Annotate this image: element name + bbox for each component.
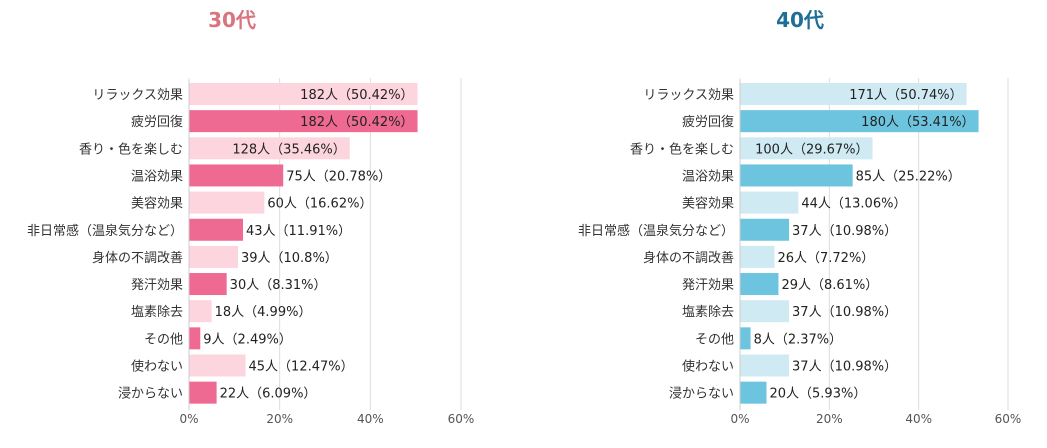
chart30-category-label-11: 浸からない	[118, 387, 183, 402]
chart40-bar-9	[740, 327, 751, 350]
chart30-bar-2	[189, 137, 350, 160]
chart40-category-label-5: 非日常感（温泉気分など）	[578, 223, 734, 239]
chart40-value-label-6: 26人（7.72%）	[777, 251, 874, 266]
chart40-bar-11	[740, 381, 767, 404]
chart30-tick-label-2: 40%	[357, 412, 384, 426]
chart30-bar-5	[189, 218, 243, 241]
chart30-value-label-3: 75人（20.78%）	[286, 169, 391, 184]
chart30-category-label-7: 発汗効果	[131, 278, 183, 293]
chart40-bar-8	[740, 300, 790, 323]
chart30-tick-label-1: 20%	[266, 412, 293, 426]
chart40-category-label-6: 身体の不調改善	[643, 250, 734, 266]
chart40-title: 40代	[776, 8, 824, 32]
chart40-category-label-9: その他	[695, 332, 734, 347]
chart40-category-label-1: 疲労回復	[682, 114, 734, 130]
chart40-bar-1	[740, 110, 979, 133]
chart40-bar-10	[740, 354, 790, 377]
chart30-bar-8	[189, 300, 212, 323]
chart30-tick-label-0: 0%	[179, 412, 198, 426]
chart40-value-label-4: 44人（13.06%）	[801, 197, 906, 212]
chart30-value-label-5: 43人（11.91%）	[246, 224, 351, 239]
chart40-value-label-1: 180人（53.41%）	[861, 115, 974, 130]
chart40-value-label-9: 8人（2.37%）	[754, 332, 843, 347]
chart40-category-label-10: 使わない	[682, 359, 734, 375]
chart40-bar-5	[740, 218, 790, 241]
chart40-bar-0	[740, 83, 967, 105]
chart30-value-label-2: 128人（35.46%）	[232, 142, 345, 157]
chart40-value-label-0: 171人（50.74%）	[849, 88, 962, 103]
chart30-category-label-1: 疲労回復	[131, 114, 183, 130]
chart30-category-label-10: 使わない	[131, 359, 183, 375]
chart30-value-label-7: 30人（8.31%）	[230, 278, 327, 293]
chart30-category-label-0: リラックス効果	[92, 88, 183, 103]
chart30-value-label-11: 22人（6.09%）	[220, 387, 317, 402]
chart40-category-label-0: リラックス効果	[643, 88, 734, 103]
chart40-value-label-11: 20人（5.93%）	[769, 387, 866, 402]
chart40-bar-6	[740, 245, 775, 268]
chart40-value-label-7: 29人（8.61%）	[781, 278, 878, 293]
chart40-value-label-3: 85人（25.22%）	[856, 169, 961, 184]
chart30-value-label-8: 18人（4.99%）	[215, 305, 312, 320]
chart30-bar-10	[189, 354, 246, 377]
chart30-category-label-5: 非日常感（温泉気分など）	[27, 223, 183, 239]
chart30-value-label-6: 39人（10.8%）	[241, 251, 338, 266]
chart30-title: 30代	[208, 8, 256, 32]
chart30-value-label-10: 45人（12.47%）	[249, 360, 354, 375]
chart30-value-label-9: 9人（2.49%）	[203, 332, 292, 347]
chart40-category-label-8: 塩素除去	[682, 305, 734, 320]
chart40-category-label-4: 美容効果	[682, 196, 734, 212]
chart30-category-label-4: 美容効果	[131, 196, 183, 212]
chart40-bar-2	[740, 137, 873, 160]
chart40-tick-label-1: 20%	[816, 412, 843, 426]
chart40-value-label-5: 37人（10.98%）	[792, 224, 897, 239]
chart30-bar-3	[189, 164, 284, 187]
chart30-value-label-4: 60人（16.62%）	[267, 197, 372, 212]
chart30-bar-6	[189, 245, 238, 268]
chart30-bar-1	[189, 110, 418, 133]
chart30-category-label-3: 温浴効果	[131, 169, 183, 184]
chart30-bar-9	[189, 327, 201, 350]
chart40-category-label-7: 発汗効果	[682, 278, 734, 293]
chart40-tick-label-3: 60%	[995, 412, 1022, 426]
chart30-tick-label-3: 60%	[448, 412, 475, 426]
chart40-value-label-10: 37人（10.98%）	[792, 360, 897, 375]
chart30-category-label-2: 香り・色を楽しむ	[79, 141, 183, 157]
chart30-bar-4	[189, 191, 265, 214]
chart40-category-label-11: 浸からない	[669, 387, 734, 402]
chart30-bar-0	[189, 83, 418, 105]
chart30-value-label-1: 182人（50.42%）	[300, 115, 413, 130]
chart30-bar-11	[189, 381, 217, 404]
chart40-value-label-2: 100人（29.67%）	[755, 142, 868, 157]
chart40-bar-3	[740, 164, 853, 187]
chart40-category-label-3: 温浴効果	[682, 169, 734, 184]
chart30-category-label-6: 身体の不調改善	[92, 250, 183, 266]
chart40-tick-label-2: 40%	[905, 412, 932, 426]
chart30-value-label-0: 182人（50.42%）	[300, 88, 413, 103]
chart40-bar-7	[740, 273, 779, 296]
chart30-category-label-9: その他	[144, 332, 183, 347]
chart30-category-label-8: 塩素除去	[131, 305, 183, 320]
chart40-tick-label-0: 0%	[730, 412, 749, 426]
chart40-category-label-2: 香り・色を楽しむ	[630, 141, 734, 157]
chart30-bar-7	[189, 273, 227, 296]
chart40-bar-4	[740, 191, 799, 214]
chart40-value-label-8: 37人（10.98%）	[792, 305, 897, 320]
